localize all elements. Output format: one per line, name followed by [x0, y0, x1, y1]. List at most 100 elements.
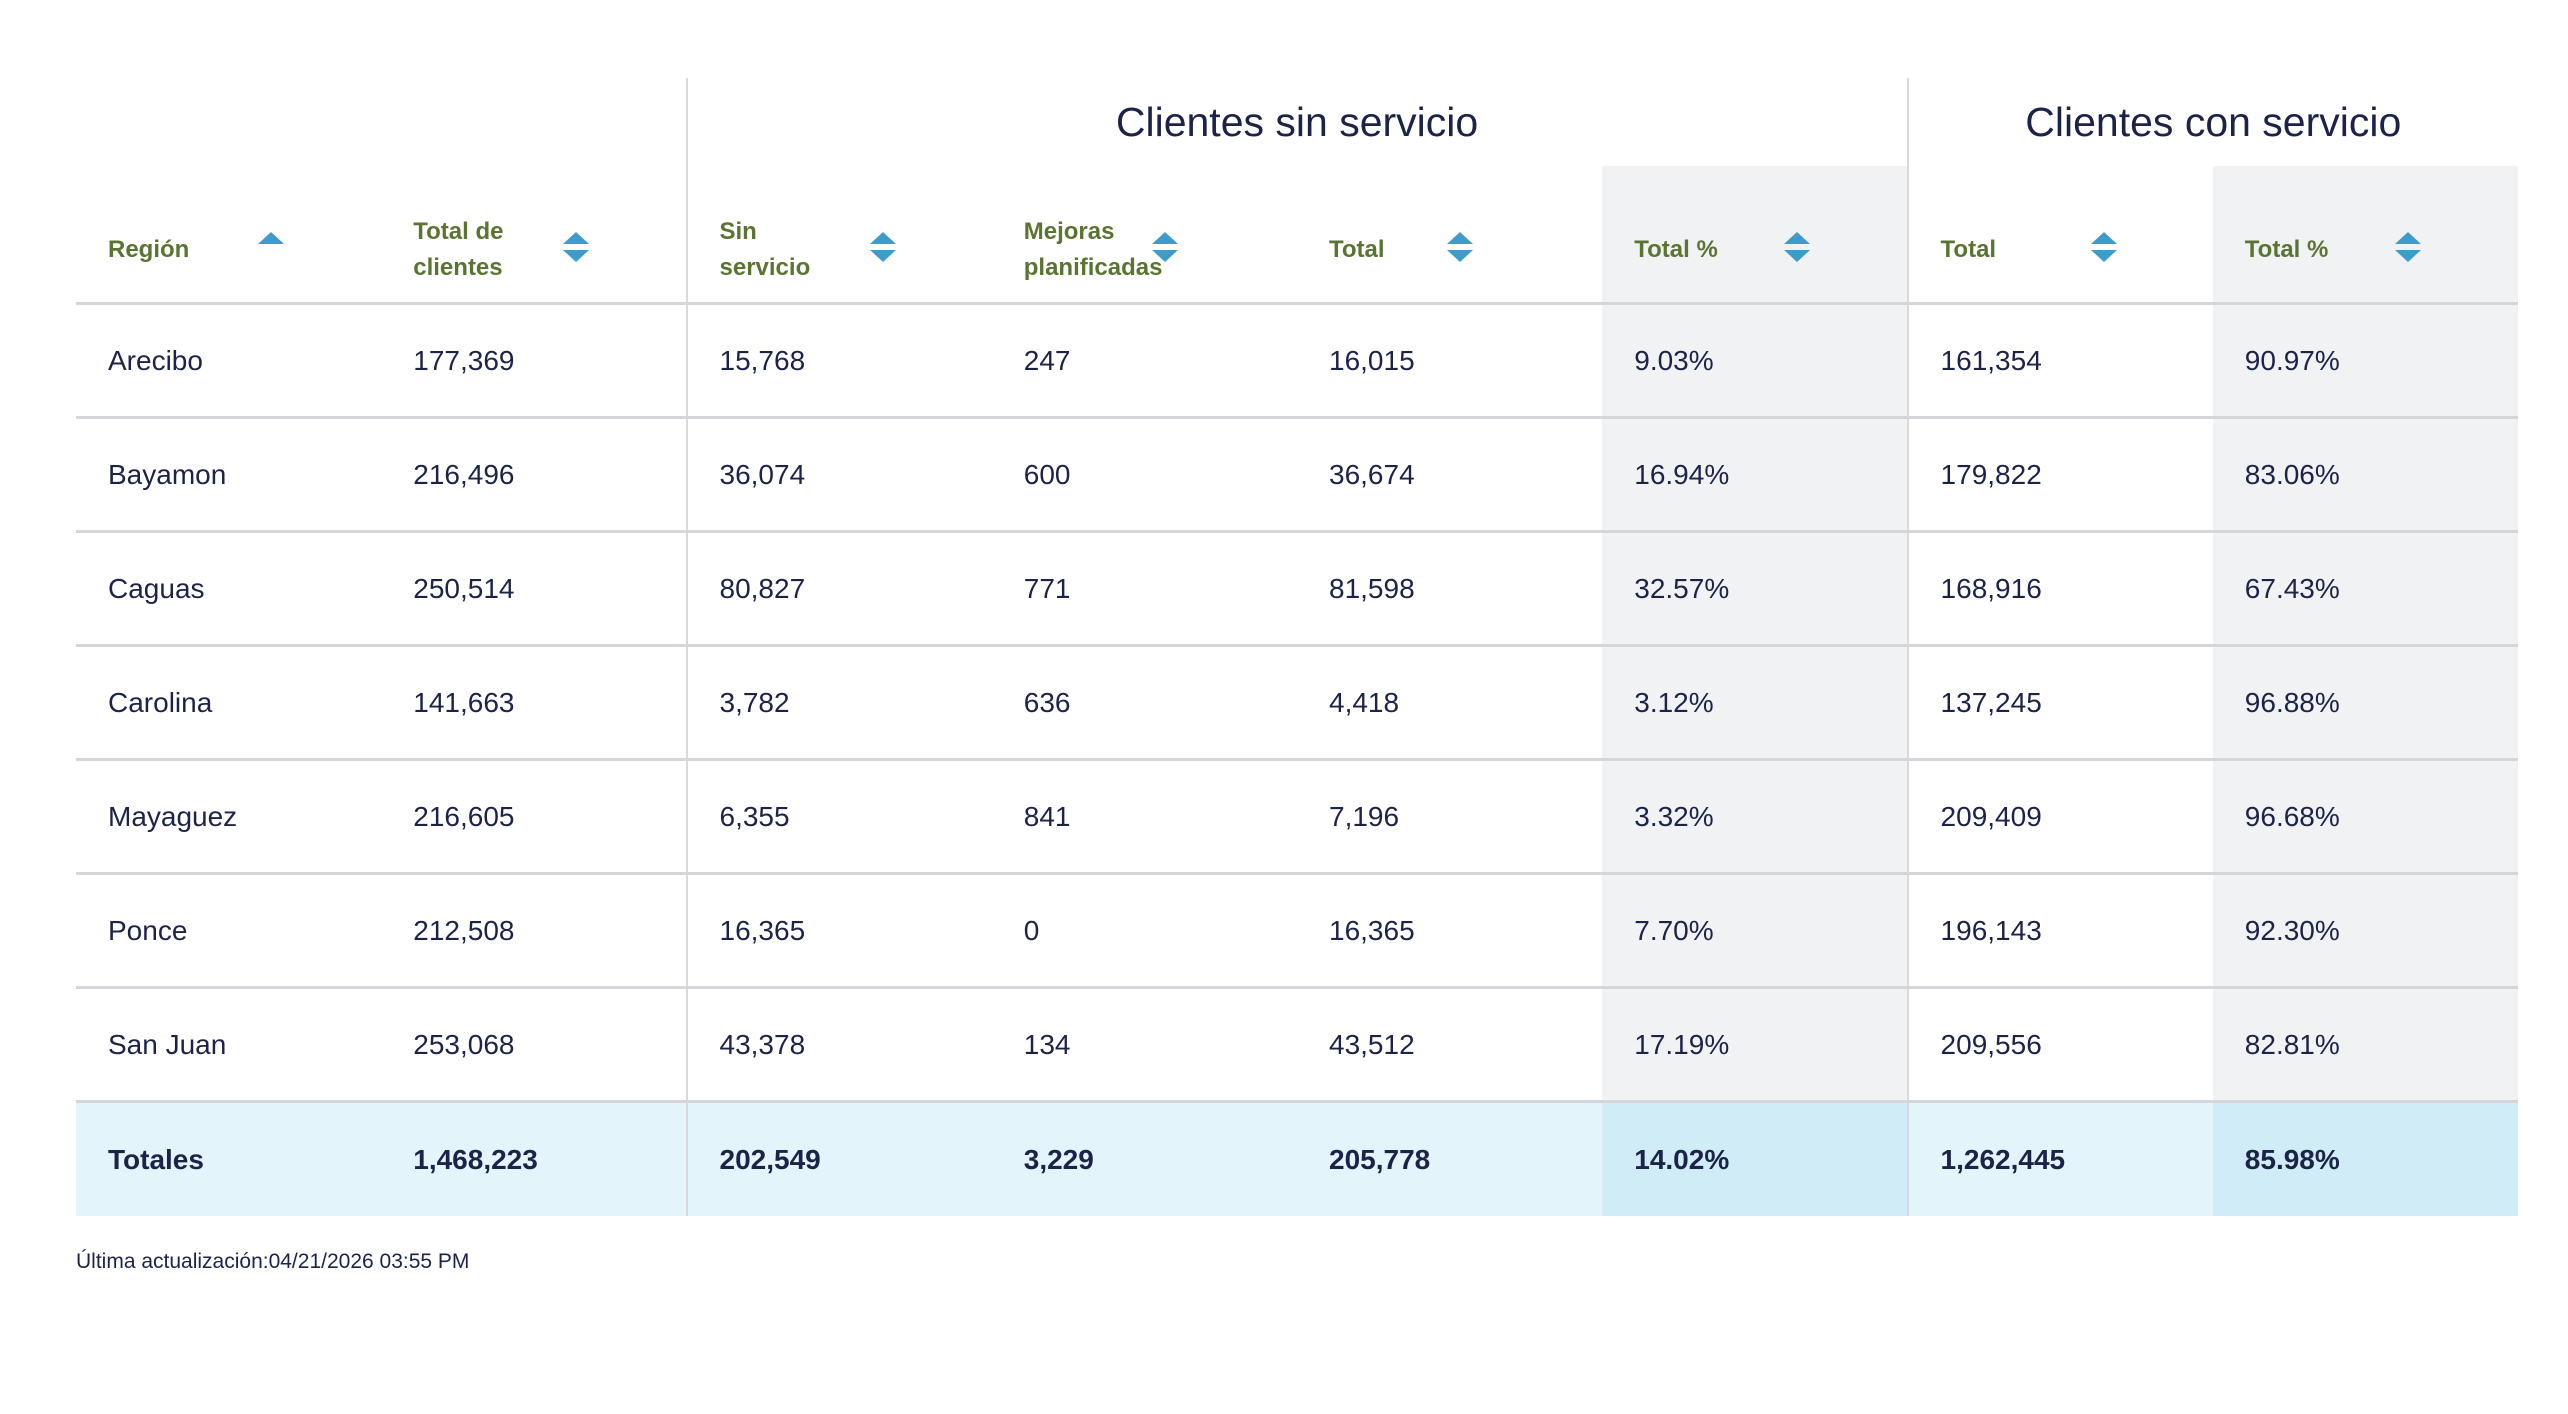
cell-con-total: 196,143	[1906, 873, 2213, 989]
cell-sin-total: 7,196	[1297, 759, 1603, 875]
sort-both-icon[interactable]	[1151, 230, 1178, 266]
cell-sin-total-pct: 3.32%	[1602, 759, 1908, 875]
cell-sin-total-pct: 7.70%	[1602, 873, 1908, 989]
cell-sin-total: 4,418	[1297, 645, 1603, 761]
cell-sin-total: 36,674	[1297, 417, 1603, 533]
cell-con-total-pct: 90.97%	[2212, 303, 2519, 419]
cell-region: Caguas	[76, 531, 382, 647]
col-header-label: Total %	[1634, 236, 1718, 263]
table-row: Bayamon 216,496 36,074 600 36,674 16.94% 179,8…	[76, 417, 2519, 533]
cell-total-clientes: 216,496	[381, 417, 687, 533]
cell-sin-servicio: 16,365	[685, 873, 992, 989]
cell-region: Mayaguez	[76, 759, 382, 875]
cell-con-total: 137,245	[1906, 645, 2213, 761]
cell-con-total: 209,409	[1906, 759, 2213, 875]
group-header-empty	[76, 78, 687, 166]
cell-con-total: 1,262,445	[1906, 1101, 2213, 1216]
sort-both-icon[interactable]	[563, 230, 590, 266]
cell-con-total: 179,822	[1906, 417, 2213, 533]
sort-both-icon[interactable]	[2090, 230, 2117, 266]
col-header-label: Sin servicio	[719, 218, 811, 281]
table-row: Caguas 250,514 80,827 771 81,598 32.57% 168,91…	[76, 531, 2519, 647]
cell-sin-total-pct: 17.19%	[1602, 987, 1908, 1103]
table-row: San Juan 253,068 43,378 134 43,512 17.19% 209,…	[76, 987, 2519, 1103]
cell-con-total-pct: 96.88%	[2212, 645, 2519, 761]
cell-sin-servicio: 36,074	[685, 417, 992, 533]
cell-sin-servicio: 80,827	[685, 531, 992, 647]
cell-region: Totales	[76, 1101, 382, 1216]
cell-sin-servicio: 6,355	[685, 759, 992, 875]
cell-mejoras: 247	[991, 303, 1297, 419]
cell-total-clientes: 1,468,223	[381, 1101, 687, 1216]
col-header-region[interactable]: Región	[76, 166, 382, 305]
col-header-sin-total-pct[interactable]: Total %	[1602, 166, 1908, 305]
cell-mejoras: 600	[991, 417, 1297, 533]
cell-sin-total: 205,778	[1297, 1101, 1603, 1216]
cell-total-clientes: 141,663	[381, 645, 687, 761]
sort-both-icon[interactable]	[869, 230, 896, 266]
cell-region: San Juan	[76, 987, 382, 1103]
cell-sin-total: 81,598	[1297, 531, 1603, 647]
cell-con-total-pct: 83.06%	[2212, 417, 2519, 533]
cell-con-total-pct: 85.98%	[2212, 1101, 2519, 1216]
sort-both-icon[interactable]	[1447, 230, 1473, 266]
col-header-label: Total de clientes	[413, 218, 504, 281]
col-header-label: Total	[1940, 236, 1997, 263]
cell-mejoras: 636	[991, 645, 1297, 761]
cell-total-clientes: 177,369	[381, 303, 687, 419]
cell-region: Ponce	[76, 873, 382, 989]
cell-total-clientes: 250,514	[381, 531, 687, 647]
col-header-con-total-pct[interactable]: Total %	[2212, 166, 2519, 305]
regional-outage-table: Clientes sin servicio Clientes con servi…	[76, 78, 2519, 1216]
col-header-label: Total	[1329, 236, 1385, 263]
cell-sin-servicio: 43,378	[685, 987, 992, 1103]
sort-both-icon[interactable]	[1784, 230, 1811, 266]
cell-mejoras: 771	[991, 531, 1297, 647]
cell-con-total-pct: 67.43%	[2212, 531, 2519, 647]
table-body: Arecibo 177,369 15,768 247 16,015 9.03% 161,35…	[76, 303, 2519, 1216]
cell-region: Arecibo	[76, 303, 382, 419]
table-row: Ponce 212,508 16,365 0 16,365 7.70% 196,143 92.…	[76, 873, 2519, 989]
cell-sin-total-pct: 32.57%	[1602, 531, 1908, 647]
cell-con-total: 168,916	[1906, 531, 2213, 647]
cell-sin-servicio: 3,782	[685, 645, 992, 761]
cell-region: Bayamon	[76, 417, 382, 533]
col-header-label: Mejoras planificadas	[1023, 218, 1163, 281]
cell-con-total-pct: 82.81%	[2212, 987, 2519, 1103]
cell-sin-servicio: 202,549	[685, 1101, 992, 1216]
cell-sin-total: 16,365	[1297, 873, 1603, 989]
cell-total-clientes: 212,508	[381, 873, 687, 989]
group-header-sin-servicio: Clientes sin servicio	[685, 78, 1908, 166]
cell-sin-total-pct: 14.02%	[1602, 1101, 1908, 1216]
sort-both-icon[interactable]	[2394, 230, 2421, 266]
col-header-mejoras-planificadas[interactable]: Mejoras planificadas	[991, 166, 1297, 305]
cell-sin-total-pct: 16.94%	[1602, 417, 1908, 533]
cell-mejoras: 841	[991, 759, 1297, 875]
cell-sin-total: 16,015	[1297, 303, 1603, 419]
sort-ascending-icon[interactable]	[258, 230, 284, 266]
cell-total-clientes: 253,068	[381, 987, 687, 1103]
cell-sin-servicio: 15,768	[685, 303, 992, 419]
cell-total-clientes: 216,605	[381, 759, 687, 875]
col-header-label: Región	[108, 236, 190, 263]
cell-mejoras: 134	[991, 987, 1297, 1103]
table-row: Arecibo 177,369 15,768 247 16,015 9.03% 161,35…	[76, 303, 2519, 419]
cell-sin-total: 43,512	[1297, 987, 1603, 1103]
cell-con-total: 161,354	[1906, 303, 2213, 419]
totals-row: Totales 1,468,223 202,549 3,229 205,778 14.02…	[76, 1101, 2519, 1216]
cell-con-total-pct: 92.30%	[2212, 873, 2519, 989]
last-updated-text: Última actualización:04/21/2026 03:55 PM	[76, 1250, 470, 1273]
group-header-row: Clientes sin servicio Clientes con servi…	[76, 78, 2519, 166]
cell-region: Carolina	[76, 645, 382, 761]
group-header-con-servicio: Clientes con servicio	[1906, 78, 2519, 166]
col-header-sin-servicio[interactable]: Sin servicio	[685, 166, 992, 305]
cell-sin-total-pct: 9.03%	[1602, 303, 1908, 419]
table-row: Mayaguez 216,605 6,355 841 7,196 3.32% 209,409…	[76, 759, 2519, 875]
regional-outage-table-container: Clientes sin servicio Clientes con servi…	[76, 78, 2519, 1216]
col-header-total-clientes[interactable]: Total de clientes	[381, 166, 687, 305]
cell-con-total-pct: 96.68%	[2212, 759, 2519, 875]
table-row: Carolina 141,663 3,782 636 4,418 3.12% 137,245…	[76, 645, 2519, 761]
col-header-sin-total[interactable]: Total	[1297, 166, 1603, 305]
cell-con-total: 209,556	[1906, 987, 2213, 1103]
col-header-con-total[interactable]: Total	[1906, 166, 2213, 305]
